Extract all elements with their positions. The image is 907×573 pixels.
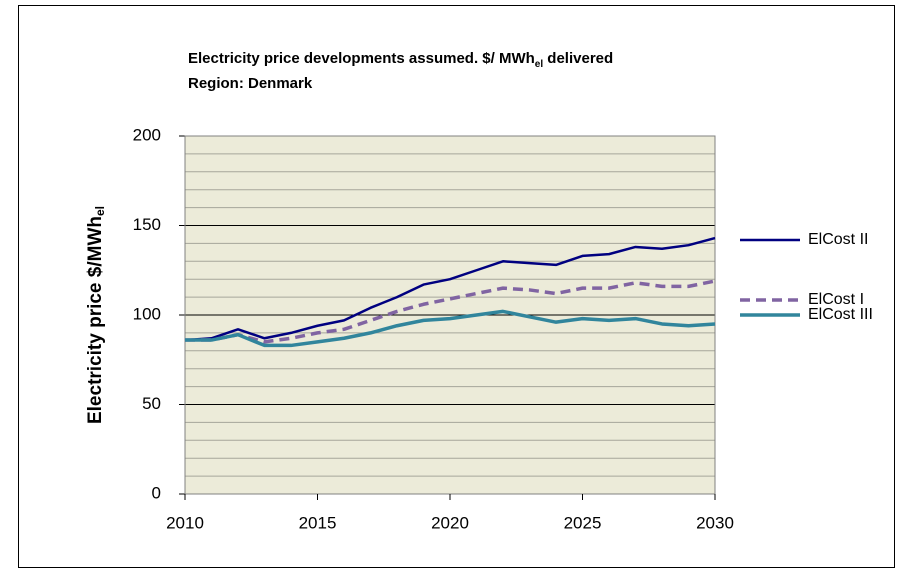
y-label-subscript: el (93, 206, 107, 216)
legend-label: ElCost I (808, 291, 864, 308)
y-tick-label: 150 (133, 215, 161, 234)
y-tick-label: 100 (133, 304, 161, 323)
legend-label: ElCost III (808, 306, 873, 323)
x-tick-label: 2010 (166, 513, 204, 532)
y-axis-label: Electricity price $/MWhel (85, 206, 107, 424)
x-tick-label: 2015 (299, 513, 337, 532)
title-suffix: delivered (543, 50, 613, 67)
chart-title: Electricity price developments assumed. … (188, 50, 613, 70)
series-line (185, 279, 716, 344)
series-line (185, 309, 716, 348)
legend-label: ElCost II (808, 231, 868, 248)
subtitle: Region: Denmark (188, 75, 313, 92)
title-main: Electricity price developments assumed. … (188, 50, 535, 67)
y-label-main: Electricity price $/MWh (85, 216, 106, 424)
y-tick-label: 0 (152, 483, 161, 502)
y-tick-label: 200 (133, 125, 161, 144)
title-subscript: el (535, 59, 544, 70)
x-tick-label: 2030 (696, 513, 734, 532)
x-tick-label: 2020 (431, 513, 469, 532)
series-line (184, 236, 716, 342)
x-tick-label: 2025 (564, 513, 602, 532)
y-tick-label: 50 (142, 394, 161, 413)
